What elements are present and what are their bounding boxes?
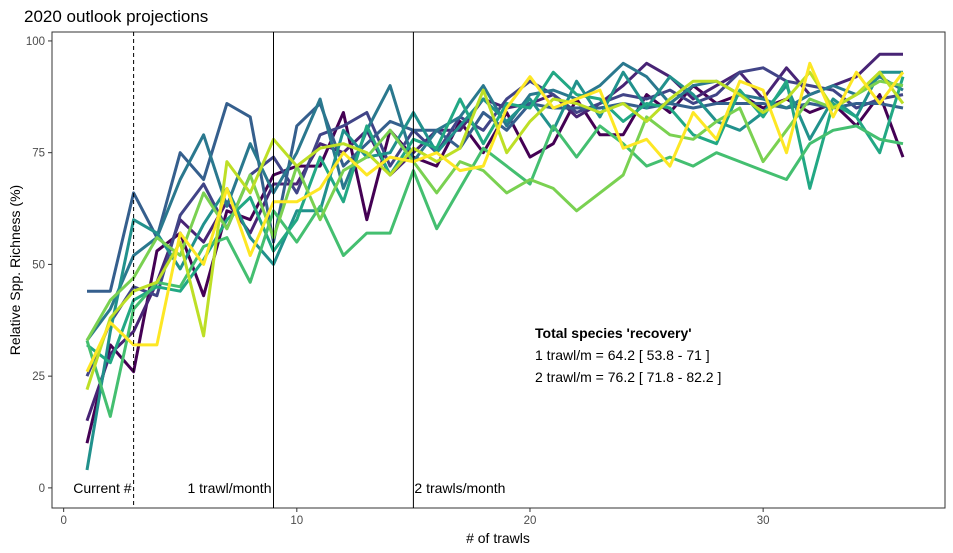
y-axis-title: Relative Spp. Richness (%) [7, 185, 23, 355]
series-layer [85, 52, 905, 471]
reference-line-label-2: 1 trawl/month [187, 480, 271, 496]
y-tick-label: 25 [32, 371, 45, 383]
reference-lines: Current # 1 trawl/month 2 trawls/month [73, 32, 505, 508]
chart-title: 2020 outlook projections [24, 7, 208, 26]
reference-line-label-1: Current # [73, 480, 132, 496]
annotation-line-2: 2 trawl/m = 76.2 [ 71.8 - 82.2 ] [535, 369, 721, 385]
series-line-11 [85, 61, 905, 373]
x-tick-label: 0 [60, 515, 66, 527]
series-line-8 [85, 124, 904, 418]
reference-line-label-3: 2 trawls/month [414, 480, 505, 496]
x-tick-label: 30 [757, 515, 770, 527]
y-tick-label: 0 [39, 483, 45, 495]
x-axis-title: # of trawls [466, 530, 530, 546]
series-line-10 [85, 70, 905, 391]
series-line-9 [85, 79, 904, 342]
recovery-annotation: Total species 'recovery' 1 trawl/m = 64.… [535, 325, 721, 385]
annotation-title: Total species 'recovery' [535, 325, 692, 341]
y-tick-label: 75 [32, 148, 45, 160]
y-tick-label: 100 [26, 36, 45, 48]
y-tick-label: 50 [32, 259, 45, 271]
annotation-line-1: 1 trawl/m = 64.2 [ 53.8 - 71 ] [535, 347, 710, 363]
axis-ticks: 0 10 20 30 0 25 50 75 100 [26, 36, 770, 527]
x-tick-label: 10 [290, 515, 303, 527]
x-tick-label: 20 [524, 515, 537, 527]
